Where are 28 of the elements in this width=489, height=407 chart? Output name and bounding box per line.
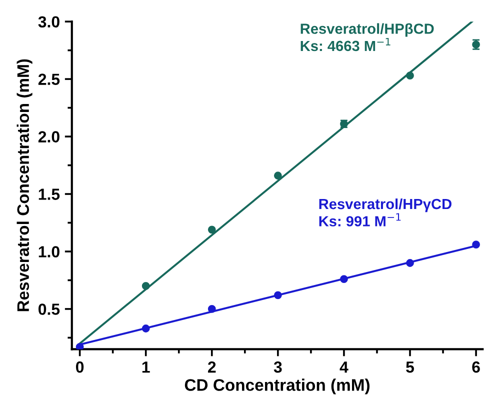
y-tick-label: 1.0 xyxy=(38,246,60,258)
point xyxy=(142,282,150,290)
annotation: Resveratrol/HPγCD Ks: 991 M$^{−1}$ xyxy=(319,198,452,226)
x-tick-label: 2 xyxy=(208,361,216,373)
x-axis-title: CD Concentration (mM) xyxy=(184,378,370,394)
point xyxy=(406,259,414,267)
point xyxy=(274,291,282,300)
y-tick-label: 2.0 xyxy=(38,131,60,142)
x-tick-label: 1 xyxy=(142,362,150,373)
x-tick-label: 5 xyxy=(406,362,414,373)
point xyxy=(208,305,216,313)
point xyxy=(274,172,282,180)
point xyxy=(208,226,216,234)
point xyxy=(472,240,480,249)
point xyxy=(142,324,150,332)
point xyxy=(76,342,84,350)
x-tick-label: 0 xyxy=(76,361,84,373)
x-tick-label: 6 xyxy=(472,361,480,373)
x-tick-label: 4 xyxy=(340,362,348,373)
y-tick-label: 2.5 xyxy=(38,74,60,85)
x-tick-label: 3 xyxy=(274,361,282,373)
annotation: Resveratrol/HPβCD Ks: 4663 M$^{−1}$ xyxy=(300,23,434,52)
y-tick-label: 0.5 xyxy=(38,304,60,315)
y-tick-label: 1.5 xyxy=(38,188,60,200)
point xyxy=(340,275,348,284)
y-axis-title: Resveratrol Concentration (mM) xyxy=(16,59,32,312)
point xyxy=(406,72,414,80)
y-tick-label: 3.0 xyxy=(38,16,60,28)
